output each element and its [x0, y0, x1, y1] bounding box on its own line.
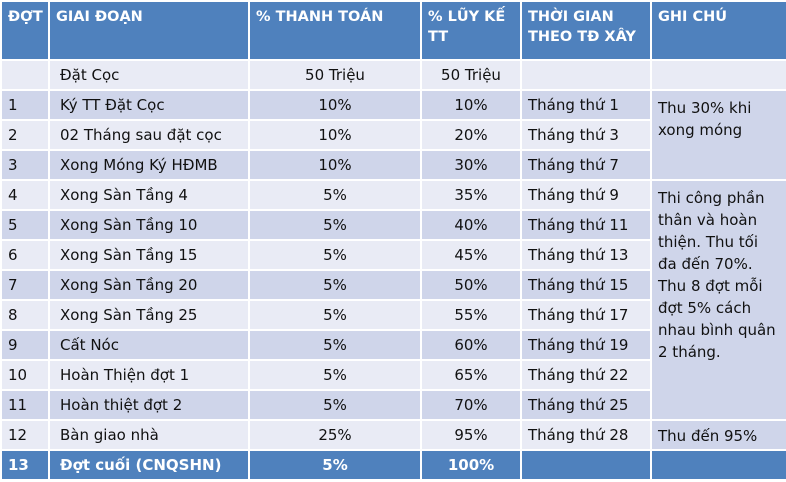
- cell-thanh-toan: 5%: [248, 389, 422, 421]
- cell-thanh-toan: 5%: [248, 359, 422, 391]
- cell-thanh-toan: 10%: [248, 149, 422, 181]
- cell-giai-doan: Đặt Cọc: [48, 59, 250, 91]
- cell-dot: 1: [0, 89, 50, 121]
- cell-giai-doan: 02 Tháng sau đặt cọc: [48, 119, 250, 151]
- cell-luy-ke: 40%: [420, 209, 522, 241]
- cell-dot: 3: [0, 149, 50, 181]
- cell-thoi-gian: Tháng thứ 11: [520, 209, 652, 241]
- cell-luy-ke: 100%: [420, 449, 522, 481]
- cell-giai-doan: Hoàn Thiện đợt 1: [48, 359, 250, 391]
- cell-dot: 4: [0, 179, 50, 211]
- cell-giai-doan: Hoàn thiệt đợt 2: [48, 389, 250, 421]
- cell-thoi-gian: Tháng thứ 13: [520, 239, 652, 271]
- cell-thoi-gian: Tháng thứ 15: [520, 269, 652, 301]
- cell-ghi-chu: [650, 449, 786, 481]
- cell-thanh-toan: 25%: [248, 419, 422, 451]
- cell-dot: 2: [0, 119, 50, 151]
- cell-thoi-gian: [520, 59, 652, 91]
- cell-luy-ke: 35%: [420, 179, 522, 211]
- cell-luy-ke: 60%: [420, 329, 522, 361]
- cell-luy-ke: 65%: [420, 359, 522, 391]
- cell-thanh-toan: 5%: [248, 239, 422, 271]
- cell-thoi-gian: Tháng thứ 7: [520, 149, 652, 181]
- cell-luy-ke: 30%: [420, 149, 522, 181]
- table-row: 10 Hoàn Thiện đợt 1 5% 65% Tháng thứ 22: [0, 359, 786, 391]
- cell-giai-doan: Cất Nóc: [48, 329, 250, 361]
- cell-dot: 7: [0, 269, 50, 301]
- cell-thoi-gian: Tháng thứ 22: [520, 359, 652, 391]
- cell-dot: [0, 59, 50, 91]
- cell-thoi-gian: [520, 449, 652, 481]
- cell-giai-doan: Xong Sàn Tầng 10: [48, 209, 250, 241]
- cell-thanh-toan: 5%: [248, 449, 422, 481]
- table-row: 7 Xong Sàn Tầng 20 5% 50% Tháng thứ 15: [0, 269, 786, 301]
- cell-thanh-toan: 5%: [248, 209, 422, 241]
- cell-giai-doan: Ký TT Đặt Cọc: [48, 89, 250, 121]
- note-handover: Thu đến 95%: [650, 419, 786, 451]
- cell-luy-ke: 10%: [420, 89, 522, 121]
- cell-dot: 11: [0, 389, 50, 421]
- table-row: 8 Xong Sàn Tầng 25 5% 55% Tháng thứ 17: [0, 299, 786, 331]
- table-row: 6 Xong Sàn Tầng 15 5% 45% Tháng thứ 13: [0, 239, 786, 271]
- table-row: 11 Hoàn thiệt đợt 2 5% 70% Tháng thứ 25: [0, 389, 786, 421]
- cell-thanh-toan: 5%: [248, 299, 422, 331]
- cell-dot: 9: [0, 329, 50, 361]
- header-thanh-toan: % THANH TOÁN: [248, 0, 422, 61]
- cell-thoi-gian: Tháng thứ 1: [520, 89, 652, 121]
- cell-dot: 6: [0, 239, 50, 271]
- deposit-row: Đặt Cọc 50 Triệu 50 Triệu: [0, 59, 786, 91]
- header-thoi-gian: THỜI GIAN THEO TĐ XÂY: [520, 0, 652, 61]
- cell-luy-ke: 50 Triệu: [420, 59, 522, 91]
- final-row: 13 Đợt cuối (CNQSHN) 5% 100%: [0, 449, 786, 481]
- cell-thanh-toan: 10%: [248, 119, 422, 151]
- table-row: 9 Cất Nóc 5% 60% Tháng thứ 19: [0, 329, 786, 361]
- table-row: 1 Ký TT Đặt Cọc 10% 10% Tháng thứ 1 Thu …: [0, 89, 786, 181]
- cell-luy-ke: 20%: [420, 119, 522, 151]
- table-row: 3 Xong Móng Ký HĐMB 10% 30% Tháng thứ 7: [0, 149, 786, 181]
- cell-luy-ke: 50%: [420, 269, 522, 301]
- table-row: 2 02 Tháng sau đặt cọc 10% 20% Tháng thứ…: [0, 119, 786, 151]
- cell-thanh-toan: 5%: [248, 329, 422, 361]
- cell-ghi-chu: [650, 59, 786, 91]
- cell-thoi-gian: Tháng thứ 17: [520, 299, 652, 331]
- cell-dot: 8: [0, 299, 50, 331]
- cell-giai-doan: Bàn giao nhà: [48, 419, 250, 451]
- cell-giai-doan: Xong Sàn Tầng 25: [48, 299, 250, 331]
- note-foundation: Thu 30% khi xong móng: [650, 89, 786, 181]
- table-row: 4 Xong Sàn Tầng 4 5% 35% Tháng thứ 9 Thi…: [0, 179, 786, 421]
- cell-dot: 10: [0, 359, 50, 391]
- header-row: ĐỢT GIAI ĐOẠN % THANH TOÁN % LŨY KẾ TT T…: [0, 0, 786, 61]
- cell-dot: 5: [0, 209, 50, 241]
- note-construction: Thi công phần thân và hoàn thiện. Thu tố…: [650, 179, 786, 421]
- cell-dot: 13: [0, 449, 50, 481]
- cell-giai-doan: Đợt cuối (CNQSHN): [48, 449, 250, 481]
- cell-luy-ke: 55%: [420, 299, 522, 331]
- cell-luy-ke: 70%: [420, 389, 522, 421]
- header-ghi-chu: GHI CHÚ: [650, 0, 786, 61]
- table-row: 12 Bàn giao nhà 25% 95% Tháng thứ 28 Thu…: [0, 419, 786, 451]
- cell-thoi-gian: Tháng thứ 28: [520, 419, 652, 451]
- cell-giai-doan: Xong Móng Ký HĐMB: [48, 149, 250, 181]
- header-dot: ĐỢT: [0, 0, 50, 61]
- cell-thoi-gian: Tháng thứ 9: [520, 179, 652, 211]
- cell-thanh-toan: 50 Triệu: [248, 59, 422, 91]
- cell-giai-doan: Xong Sàn Tầng 15: [48, 239, 250, 271]
- header-luy-ke: % LŨY KẾ TT: [420, 0, 522, 61]
- cell-thoi-gian: Tháng thứ 19: [520, 329, 652, 361]
- header-giai-doan: GIAI ĐOẠN: [48, 0, 250, 61]
- cell-luy-ke: 45%: [420, 239, 522, 271]
- cell-dot: 12: [0, 419, 50, 451]
- cell-luy-ke: 95%: [420, 419, 522, 451]
- cell-giai-doan: Xong Sàn Tầng 4: [48, 179, 250, 211]
- cell-thanh-toan: 5%: [248, 269, 422, 301]
- cell-thanh-toan: 10%: [248, 89, 422, 121]
- cell-thoi-gian: Tháng thứ 25: [520, 389, 652, 421]
- table-row: 5 Xong Sàn Tầng 10 5% 40% Tháng thứ 11: [0, 209, 786, 241]
- cell-thanh-toan: 5%: [248, 179, 422, 211]
- cell-giai-doan: Xong Sàn Tầng 20: [48, 269, 250, 301]
- cell-thoi-gian: Tháng thứ 3: [520, 119, 652, 151]
